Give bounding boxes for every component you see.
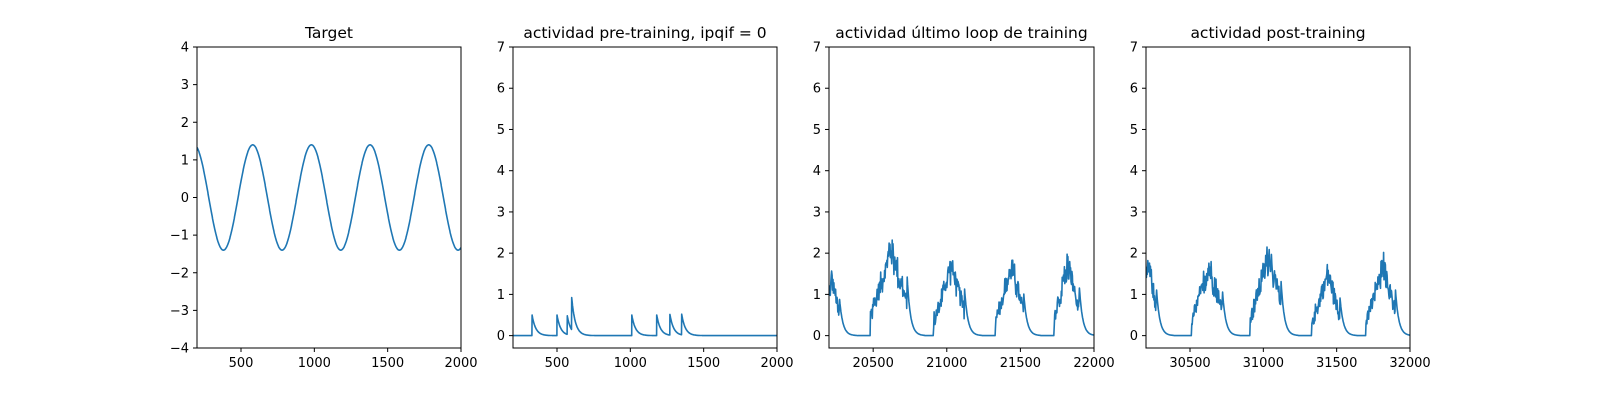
- y-tick-label: 6: [497, 82, 505, 97]
- y-tick-label: 0: [813, 329, 821, 344]
- y-tick-label: 3: [497, 205, 505, 220]
- y-tick-label: −2: [170, 266, 189, 281]
- axes-frame: [828, 46, 1095, 349]
- y-tick-label: 4: [181, 41, 189, 56]
- subplot-2: 500 1000 1500 2000 0 1 2 3 4 5 6 7 actividad pre-tra…: [497, 24, 794, 371]
- y-tick-label: 5: [497, 123, 505, 138]
- y-tick-label: 1: [813, 288, 821, 303]
- y-tick-label: 3: [1130, 205, 1138, 220]
- x-tick-label: 1500: [371, 356, 404, 371]
- y-tick-label: 4: [1130, 164, 1138, 179]
- y-tick-label: 7: [813, 41, 821, 56]
- x-tick-label: 2000: [760, 356, 793, 371]
- series-line-1: [197, 144, 461, 251]
- subplot-3: 20500 21000 21500 22000 0 1 2 3 4 5 6 7 actividad úl…: [813, 24, 1115, 371]
- subplot-title: actividad último loop de training: [835, 24, 1087, 42]
- y-tick-label: 2: [497, 247, 505, 262]
- subplot-title: Target: [304, 24, 353, 42]
- y-tick-label: 0: [1130, 329, 1138, 344]
- y-tick-label: 1: [1130, 288, 1138, 303]
- x-tick-label: 30500: [1169, 356, 1210, 371]
- y-tick-label: 2: [181, 116, 189, 131]
- subplot-4: 30500 31000 31500 32000 0 1 2 3 4 5 6 7 actividad po…: [1130, 24, 1431, 371]
- y-tick-label: 6: [1130, 82, 1138, 97]
- y-tick-label: −3: [170, 304, 189, 319]
- x-tick-label: 21000: [926, 356, 967, 371]
- axes-frame: [196, 46, 462, 349]
- y-tick-label: 5: [813, 123, 821, 138]
- y-tick-label: 0: [181, 191, 189, 206]
- x-tick-label: 32000: [1389, 356, 1430, 371]
- x-tick-label: 2000: [444, 356, 477, 371]
- y-tick-label: 2: [813, 247, 821, 262]
- y-tick-label: 3: [813, 205, 821, 220]
- y-tick-label: 7: [497, 41, 505, 56]
- x-tick-label: 31000: [1243, 356, 1284, 371]
- y-tick-label: −4: [170, 342, 189, 357]
- x-tick-label: 21500: [1000, 356, 1041, 371]
- series-line-1: [1146, 246, 1410, 337]
- x-tick-label: 1000: [614, 356, 647, 371]
- axes-frame: [1145, 46, 1411, 349]
- y-tick-label: 0: [497, 329, 505, 344]
- x-tick-label: 20500: [852, 356, 893, 371]
- x-tick-label: 500: [545, 356, 570, 371]
- y-tick-label: 3: [181, 78, 189, 93]
- subplot-title: actividad pre-training, ipqif = 0: [523, 24, 766, 42]
- series-line-1: [513, 296, 777, 337]
- x-tick-label: 1500: [687, 356, 720, 371]
- y-tick-label: −1: [170, 229, 189, 244]
- y-tick-label: 6: [813, 82, 821, 97]
- y-tick-label: 1: [497, 288, 505, 303]
- subplot-title: actividad post-training: [1190, 24, 1365, 42]
- y-tick-label: 2: [1130, 247, 1138, 262]
- y-tick-label: 4: [497, 164, 505, 179]
- y-tick-label: 5: [1130, 123, 1138, 138]
- subplot-1: 500 1000 1500 2000 −4 −3 −2 −1 0 1 2 3 4 Target: [170, 24, 478, 371]
- x-tick-label: 31500: [1316, 356, 1357, 371]
- x-tick-label: 22000: [1073, 356, 1114, 371]
- y-tick-label: 1: [181, 153, 189, 168]
- y-tick-label: 4: [813, 164, 821, 179]
- series-line-1: [829, 239, 1094, 337]
- x-tick-label: 500: [229, 356, 254, 371]
- y-tick-label: 7: [1130, 41, 1138, 56]
- x-tick-label: 1000: [298, 356, 331, 371]
- axes-frame: [512, 46, 778, 349]
